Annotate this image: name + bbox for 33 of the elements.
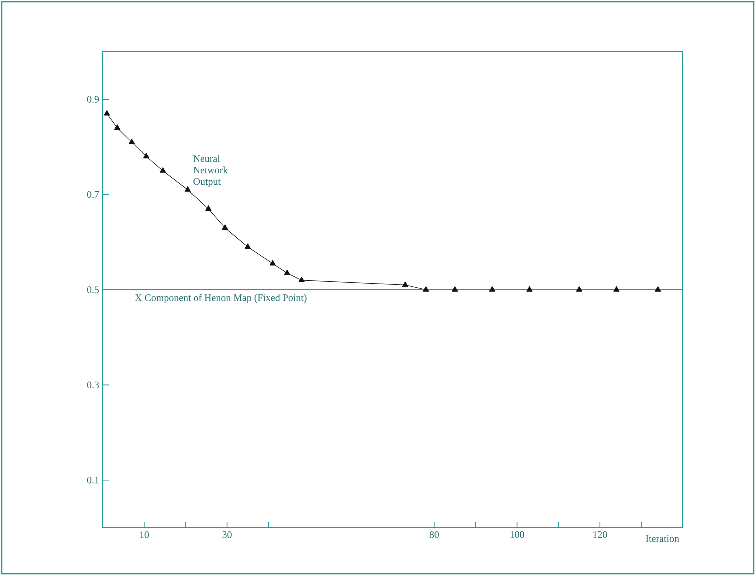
point — [423, 286, 430, 292]
point — [655, 286, 662, 292]
y-tick-label: 0.3 — [87, 382, 100, 389]
point — [128, 138, 136, 144]
series-label: Neural Network Output — [194, 155, 228, 188]
point — [206, 206, 212, 211]
x-tick-label: 120 — [594, 532, 608, 538]
point — [284, 270, 290, 276]
point — [489, 286, 496, 292]
x-tick-label: 100 — [510, 532, 524, 538]
point — [114, 124, 121, 130]
x-tick-label: 80 — [430, 532, 440, 538]
y-tick-label: 0.1 — [87, 477, 99, 484]
y-tick-label: 0.7 — [87, 191, 100, 198]
point — [222, 224, 228, 230]
point — [270, 260, 276, 266]
point — [160, 167, 166, 173]
point — [402, 282, 409, 288]
point — [452, 286, 458, 292]
x-tick-label: 30 — [222, 532, 232, 538]
point — [576, 286, 583, 292]
point — [143, 153, 150, 159]
point — [614, 286, 620, 292]
x-axis-title: Iteration — [646, 536, 680, 542]
point — [184, 186, 192, 192]
ref-line-label: X Component of Henon Map (Fixed Point) — [135, 294, 307, 304]
point — [104, 110, 110, 116]
point — [244, 244, 252, 250]
point — [298, 276, 305, 282]
y-tick-label: 0.9 — [87, 96, 100, 103]
point — [526, 286, 533, 292]
x-tick-label: 10 — [140, 532, 150, 538]
y-tick-label: 0.5 — [87, 286, 100, 294]
